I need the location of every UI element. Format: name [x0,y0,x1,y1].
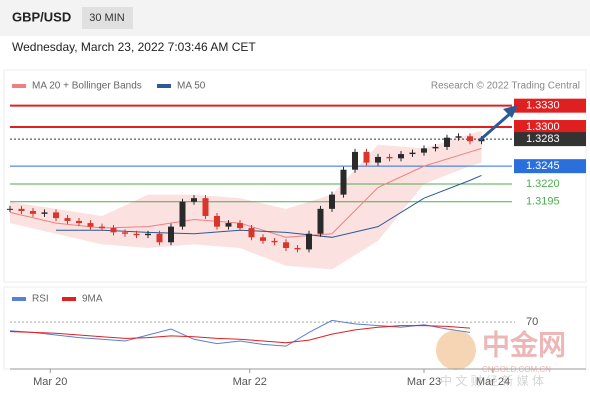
candle-body [283,242,289,248]
level-label: 1.3330 [526,100,560,112]
x-tick-label: Mar 20 [33,376,67,388]
candle-body [363,151,370,163]
candle-body [352,151,358,170]
candle-body [156,233,163,243]
candle-body [41,212,48,214]
candle-body [225,223,232,227]
price-panel [3,69,587,283]
legend-label: MA 50 [177,81,206,92]
level-box [514,120,586,135]
candle-body [271,240,278,243]
ma50-line [56,174,482,238]
candle-body [76,220,82,224]
level-label: 1.3300 [526,121,560,133]
candle-body [214,215,220,227]
candle-body [455,136,462,138]
legend-swatch [62,297,76,301]
timeframe-chip [82,7,133,29]
x-tick-label: Mar 23 [407,376,441,388]
watermark-name: 中金网 [482,328,566,360]
y-tick-label: 70 [526,316,538,328]
level-box [514,132,586,147]
candle-body [7,208,13,210]
candle-body [409,152,416,155]
candle-body [122,232,128,234]
credit: Research © 2022 Trading Central [431,81,580,92]
candle-body [317,208,324,234]
candle-body [168,226,174,243]
candle-body [421,148,427,153]
candle-body [53,212,59,219]
candle-body [179,201,186,227]
candle-body [87,223,94,227]
symbol: GBP/USD [12,9,71,24]
bollinger-band [10,130,482,270]
candle-body [294,247,301,250]
forecast-arrow [479,110,513,142]
level-label: 1.3245 [526,160,560,172]
candle-body [145,233,151,236]
rsi-line [9,319,471,347]
watermark: 中金网 CNGOLD.COM.CN 中 文 财 经 新 媒 体 [436,328,566,388]
candle-body [18,208,25,211]
x-tick-label: Mar 22 [233,376,267,388]
candle-body [260,237,266,241]
candle-body [467,136,473,142]
legend-swatch [157,84,171,88]
watermark-slogan: 中 文 财 经 新 媒 体 [440,373,544,388]
candle-body [64,218,71,221]
x-tick-label: Mar 24 [476,376,510,388]
candle-body [133,233,140,236]
timestamp: Wednesday, March 23, 2022 7:03:46 AM CET [12,40,256,54]
candle-body [202,198,209,216]
legend-swatch [12,84,26,88]
level-label: 1.3195 [526,196,560,208]
legend-label: RSI [32,294,49,305]
watermark-logo [436,330,476,370]
candle-body [329,194,335,209]
level-box [514,98,586,113]
candle-body [99,226,105,229]
candle-body [248,228,255,238]
candle-body [237,223,243,229]
candle-body [306,233,312,250]
rsi-line [9,325,471,344]
candle-body [386,156,393,159]
watermark-site: CNGOLD.COM.CN [482,365,551,374]
legend-label: 9MA [82,294,103,305]
forecast-arrowhead [503,105,518,118]
candle-body [30,210,36,214]
candle-body [444,137,450,147]
legend-label: MA 20 + Bollinger Bands [32,81,142,92]
candle-body [375,156,381,163]
candle-body [340,169,347,195]
candle-body [432,146,439,149]
level-label: 1.3283 [526,133,560,145]
candle-body [398,154,404,159]
level-label: 1.3220 [526,178,560,190]
level-box [514,159,586,174]
candle-body [110,228,117,233]
legend-swatch [12,297,26,301]
candle-body [191,198,197,202]
timeframe: 30 MIN [89,12,125,24]
ma20-line [9,147,482,238]
